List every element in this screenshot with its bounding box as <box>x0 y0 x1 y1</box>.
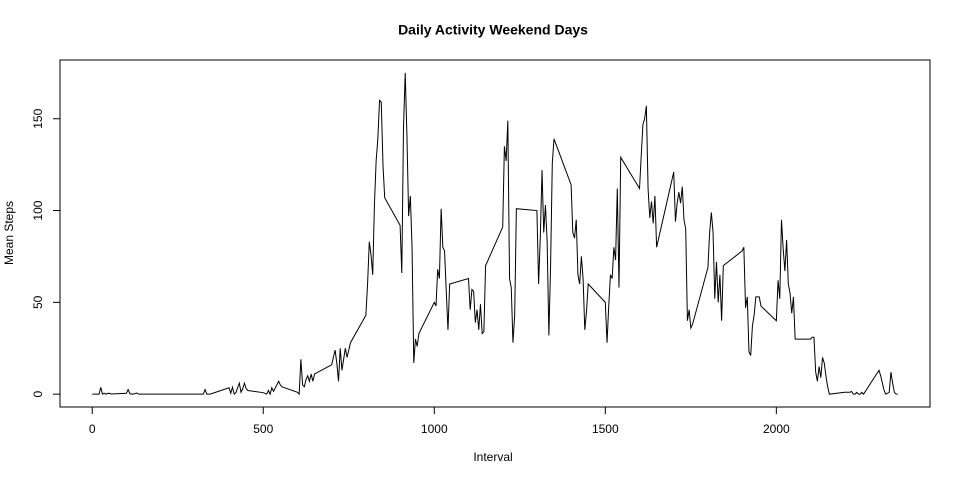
x-tick-label: 1500 <box>592 422 619 436</box>
y-tick-label: 100 <box>31 200 45 220</box>
chart-title: Daily Activity Weekend Days <box>398 22 588 38</box>
data-line <box>92 72 898 396</box>
x-tick-label: 2000 <box>763 422 790 436</box>
x-tick-label: 0 <box>89 422 96 436</box>
y-tick-label: 0 <box>31 390 45 397</box>
x-axis-label: Interval <box>473 450 512 464</box>
x-tick-label: 1000 <box>421 422 448 436</box>
y-tick-label: 50 <box>31 295 45 309</box>
y-axis-label: Mean Steps <box>2 201 16 265</box>
x-tick-label: 500 <box>253 422 273 436</box>
y-tick-label: 150 <box>31 108 45 128</box>
plot-box <box>59 59 931 408</box>
